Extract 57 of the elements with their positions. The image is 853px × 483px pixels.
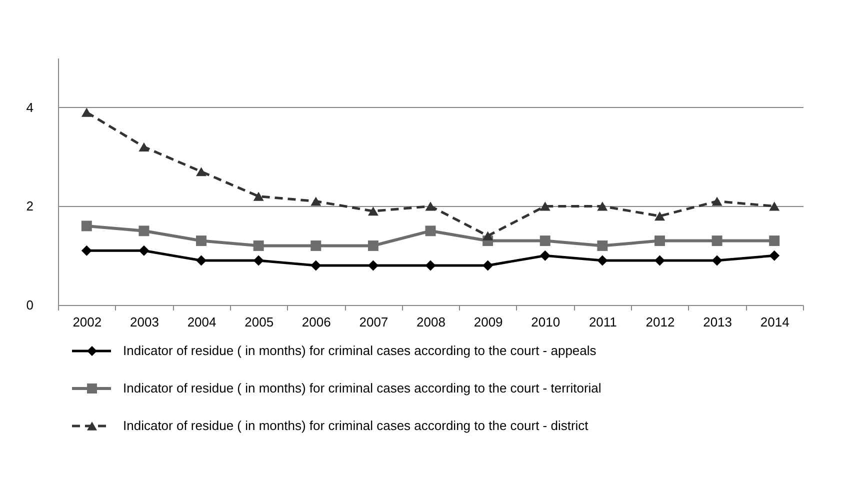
point — [425, 226, 436, 236]
point — [712, 196, 722, 206]
point — [540, 236, 550, 246]
x-tick-label: 2007 — [359, 314, 388, 330]
point — [425, 260, 436, 271]
x-tick-label: 2009 — [474, 314, 503, 330]
point — [81, 220, 92, 232]
point — [597, 240, 608, 251]
point — [654, 212, 665, 221]
point — [81, 245, 92, 256]
point — [712, 236, 722, 246]
point — [138, 226, 150, 236]
x-tick-label: 2008 — [416, 314, 446, 330]
point — [368, 260, 378, 271]
point — [769, 236, 780, 246]
point — [196, 167, 207, 176]
point — [769, 202, 780, 211]
point — [138, 245, 150, 256]
point — [540, 250, 550, 261]
point — [196, 255, 207, 266]
x-tick-label: 2002 — [72, 314, 102, 330]
legend-label: Indicator of residue ( in months) for criminal cases according to the court - territorial — [123, 380, 602, 396]
point — [368, 240, 378, 251]
point — [540, 202, 550, 211]
point — [482, 231, 494, 240]
point — [712, 255, 722, 266]
y-tick-label: 2 — [26, 198, 34, 214]
point — [253, 255, 264, 266]
x-tick-label: 2006 — [302, 314, 331, 330]
x-tick-label: 2010 — [531, 314, 560, 330]
point — [81, 108, 92, 117]
legend-label: Indicator of residue ( in months) for criminal cases according to the court - appeals — [123, 343, 597, 358]
point — [425, 202, 436, 211]
x-tick-label: 2011 — [588, 314, 617, 330]
point — [253, 192, 264, 201]
point — [482, 260, 494, 271]
point — [196, 236, 207, 246]
x-tick-label: 2013 — [703, 314, 732, 330]
legend-label: Indicator of residue ( in months) for criminal cases according to the court - district — [123, 418, 589, 433]
x-tick-label: 2003 — [130, 314, 159, 330]
point — [138, 142, 150, 152]
point — [597, 202, 608, 211]
point — [654, 236, 665, 246]
point — [253, 240, 264, 251]
y-tick-label: 0 — [26, 298, 34, 312]
y-tick-label: 4 — [26, 100, 34, 115]
point — [654, 255, 665, 266]
point — [769, 250, 780, 261]
x-tick-label: 2014 — [760, 314, 790, 330]
x-tick-label: 2004 — [187, 314, 216, 330]
x-tick-label: 2005 — [244, 314, 274, 330]
point — [310, 240, 322, 251]
point — [310, 196, 322, 206]
point — [368, 206, 378, 216]
point — [310, 260, 322, 271]
x-tick-label: 2012 — [646, 314, 675, 330]
point — [597, 255, 608, 266]
